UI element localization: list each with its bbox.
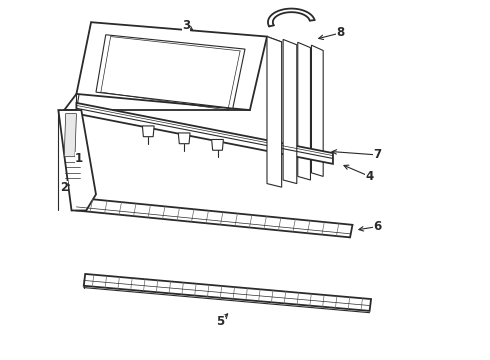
Polygon shape bbox=[178, 133, 190, 144]
Polygon shape bbox=[58, 110, 96, 211]
Text: 1: 1 bbox=[75, 152, 83, 165]
Text: 2: 2 bbox=[60, 181, 68, 194]
Text: 4: 4 bbox=[366, 170, 374, 183]
Polygon shape bbox=[96, 35, 245, 108]
Polygon shape bbox=[64, 114, 76, 157]
Polygon shape bbox=[298, 42, 311, 180]
Text: 8: 8 bbox=[336, 27, 344, 40]
Polygon shape bbox=[76, 22, 267, 110]
Polygon shape bbox=[267, 37, 282, 187]
Text: 5: 5 bbox=[217, 315, 225, 328]
Polygon shape bbox=[84, 274, 371, 311]
Text: 6: 6 bbox=[373, 220, 381, 233]
Polygon shape bbox=[76, 198, 352, 237]
Polygon shape bbox=[312, 45, 323, 176]
Polygon shape bbox=[76, 103, 333, 164]
Text: 3: 3 bbox=[182, 19, 191, 32]
Polygon shape bbox=[283, 40, 297, 184]
Polygon shape bbox=[143, 126, 154, 137]
Text: 7: 7 bbox=[373, 148, 381, 161]
Polygon shape bbox=[212, 139, 223, 150]
